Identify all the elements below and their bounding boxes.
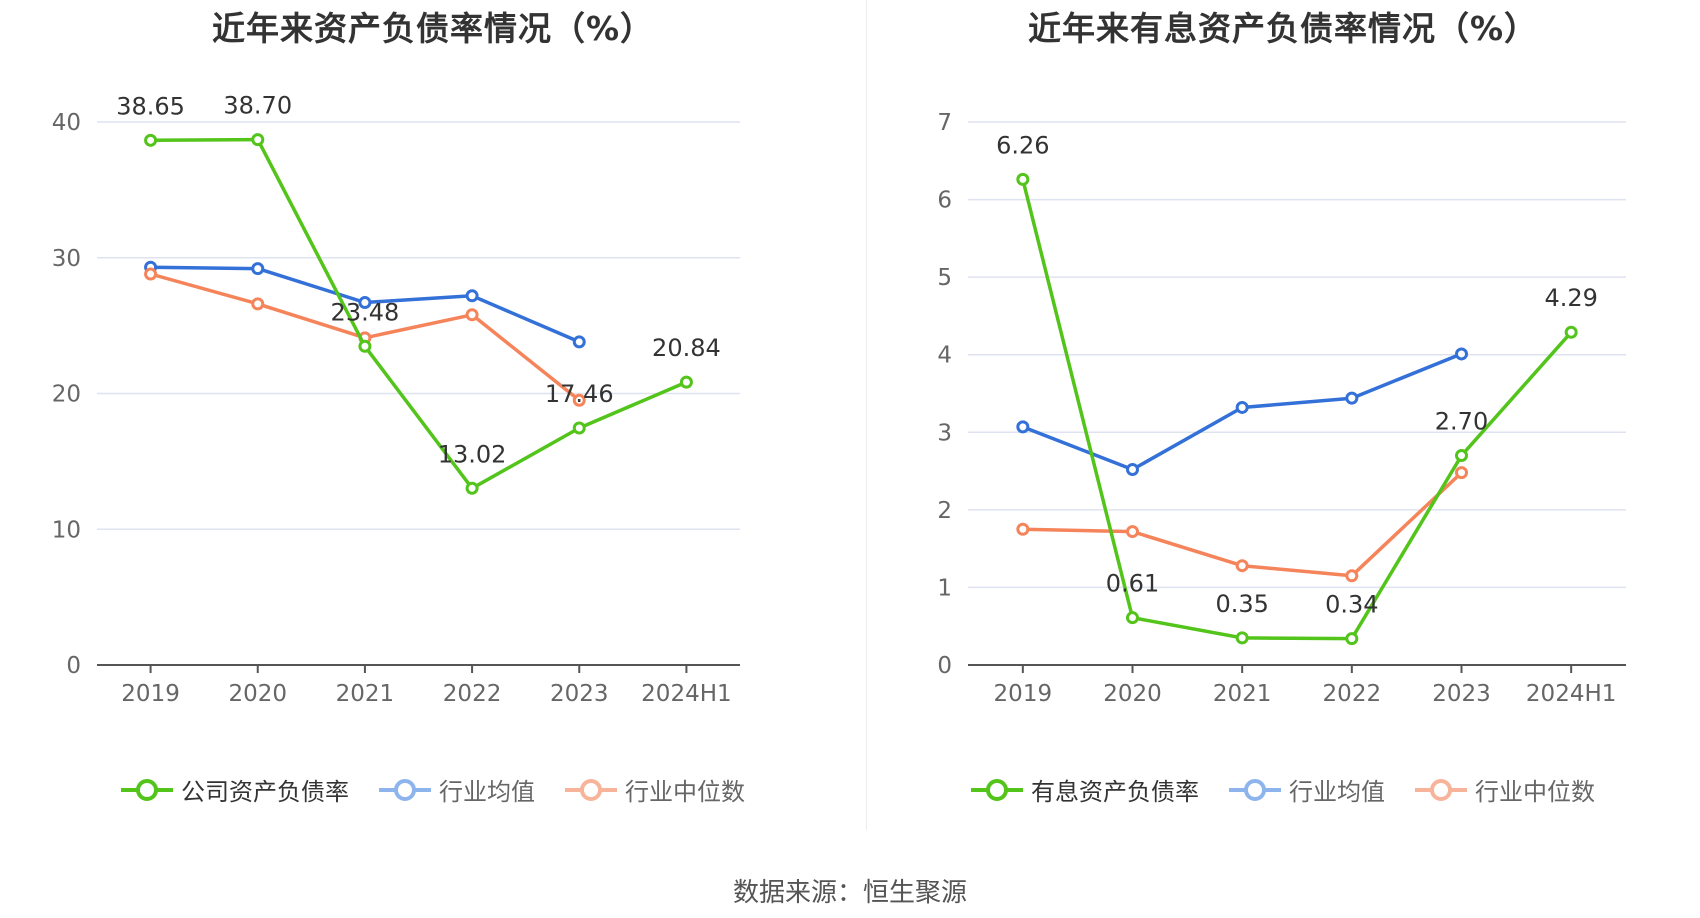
data-label: 23.48 — [331, 298, 400, 326]
legend-line-icon — [379, 778, 431, 801]
data-point-avg — [251, 262, 265, 276]
data-point-avg — [1016, 420, 1030, 434]
data-label: 4.29 — [1544, 284, 1597, 312]
data-point-company — [1235, 631, 1249, 645]
data-point-avg — [572, 335, 586, 349]
y-tick-label: 30 — [52, 246, 81, 272]
data-point-avg — [1345, 391, 1359, 405]
legend-label: 行业均值 — [439, 778, 535, 806]
x-tick-label: 2023 — [550, 681, 609, 707]
y-tick-label: 3 — [937, 420, 952, 446]
data-point-median — [465, 308, 479, 322]
data-label: 13.02 — [438, 440, 507, 468]
data-point-median — [1345, 569, 1359, 583]
x-tick-label: 2023 — [1432, 681, 1491, 707]
legend-item-median[interactable]: 行业中位数 — [1415, 772, 1595, 807]
series-line-company — [1021, 178, 1573, 641]
legend-label: 有息资产负债率 — [1031, 778, 1199, 806]
chart-title: 近年来资产负债率情况（%） — [211, 9, 655, 48]
y-tick-label: 2 — [937, 498, 952, 524]
legend-label: 行业中位数 — [1475, 778, 1595, 806]
y-tick-label: 0 — [66, 653, 81, 679]
data-point-avg — [1455, 347, 1468, 361]
data-source: 数据来源：恒生聚源 — [732, 878, 967, 908]
data-point-median — [572, 393, 586, 407]
legend-line-icon — [1229, 778, 1281, 801]
legend-label: 行业均值 — [1289, 778, 1385, 806]
x-tick-label: 2022 — [443, 681, 502, 707]
legend-item-company[interactable]: 公司资产负债率 — [121, 772, 349, 807]
legend-line-icon — [121, 778, 173, 801]
data-label: 6.26 — [996, 131, 1049, 159]
data-point-company — [144, 133, 158, 147]
legend-line-icon — [1415, 778, 1467, 801]
data-point-company — [1455, 449, 1468, 463]
legend-item-median[interactable]: 行业中位数 — [565, 772, 745, 807]
y-tick-label: 5 — [937, 265, 952, 291]
data-label: 38.65 — [116, 92, 185, 120]
data-point-company — [1016, 172, 1030, 186]
legend-item-avg[interactable]: 行业均值 — [379, 772, 535, 807]
data-point-avg — [1235, 400, 1249, 414]
y-tick-label: 20 — [52, 382, 81, 408]
y-tick-label: 0 — [937, 653, 952, 679]
y-tick-label: 40 — [52, 110, 81, 136]
legend-item-avg[interactable]: 行业均值 — [1229, 772, 1385, 807]
data-point-company — [465, 481, 479, 495]
chart-panel-right: 近年来有息资产负债率情况（%） 0 1 2 3 4 5 6 7 2019 2020 2021 2022… — [866, 0, 1700, 830]
chart-legend: 有息资产负债率 行业均值 行业中位数 — [866, 772, 1700, 807]
data-label: 38.70 — [223, 92, 292, 120]
x-tick-label: 2020 — [228, 681, 287, 707]
legend-line-icon — [565, 778, 617, 801]
chart-title: 近年来有息资产负债率情况（%） — [1027, 9, 1539, 48]
y-tick-label: 1 — [937, 575, 952, 601]
data-label: 17.46 — [545, 380, 614, 408]
data-point-company — [358, 339, 372, 353]
data-label: 2.70 — [1435, 408, 1488, 436]
x-tick-label: 2021 — [1213, 681, 1272, 707]
chart-svg: 0 10 20 30 40 2019 2020 2021 2022 2023 2024H1 38.65… — [52, 92, 740, 707]
data-point-avg — [358, 296, 372, 310]
x-tick-label: 2019 — [994, 681, 1053, 707]
x-tick-label: 2020 — [1103, 681, 1162, 707]
chart-panel-left: 近年来资产负债率情况（%） 0 10 20 30 40 2019 2020 2021 2022 2… — [0, 0, 866, 830]
data-point-median — [1235, 559, 1249, 573]
x-tick-label: 2022 — [1323, 681, 1382, 707]
chart-legend: 公司资产负债率 行业均值 行业中位数 — [0, 772, 866, 807]
y-tick-label: 10 — [52, 517, 81, 543]
data-point-company — [679, 375, 693, 389]
y-tick-label: 7 — [937, 110, 952, 136]
x-tick-label: 2024H1 — [641, 681, 731, 707]
legend-label: 公司资产负债率 — [181, 778, 349, 806]
data-point-median — [1455, 466, 1468, 480]
data-point-company — [1345, 632, 1359, 646]
data-point-median — [251, 297, 265, 311]
data-label: 0.61 — [1106, 570, 1159, 598]
series-line-company — [150, 137, 688, 491]
chart-svg: 0 1 2 3 4 5 6 7 2019 2020 2021 2022 2023 2024H1 6.26 0.… — [937, 110, 1626, 707]
y-tick-label: 6 — [937, 188, 952, 214]
legend-line-icon — [971, 778, 1023, 801]
data-point-median — [144, 267, 158, 281]
data-point-company — [1126, 611, 1139, 625]
data-point-median — [1126, 525, 1139, 539]
data-point-avg — [465, 289, 479, 303]
legend-label: 行业中位数 — [625, 778, 745, 806]
data-point-median — [1016, 522, 1030, 536]
data-point-avg — [1126, 463, 1139, 477]
data-point-company — [1564, 325, 1578, 339]
x-tick-label: 2019 — [121, 681, 180, 707]
data-label: 20.84 — [652, 334, 721, 362]
data-point-company — [572, 421, 586, 435]
y-tick-label: 4 — [937, 343, 952, 369]
x-tick-label: 2024H1 — [1526, 681, 1616, 707]
x-tick-label: 2021 — [336, 681, 395, 707]
data-label: 0.35 — [1215, 590, 1268, 618]
data-label: 0.34 — [1325, 591, 1378, 619]
panel-divider — [866, 0, 867, 830]
legend-item-company[interactable]: 有息资产负债率 — [971, 772, 1199, 807]
data-point-company — [251, 133, 265, 147]
